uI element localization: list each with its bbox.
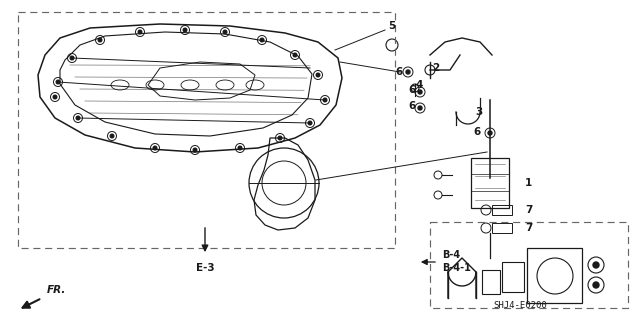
Circle shape bbox=[418, 106, 422, 110]
Text: 7: 7 bbox=[525, 205, 532, 215]
Circle shape bbox=[488, 131, 492, 135]
Text: 6: 6 bbox=[408, 85, 415, 95]
Bar bbox=[492, 223, 512, 233]
Text: 5: 5 bbox=[388, 21, 396, 31]
Bar bbox=[492, 205, 512, 215]
Text: B-4: B-4 bbox=[442, 250, 460, 260]
Circle shape bbox=[183, 28, 187, 32]
Text: 6: 6 bbox=[395, 67, 403, 77]
Circle shape bbox=[260, 38, 264, 42]
Circle shape bbox=[308, 121, 312, 125]
Circle shape bbox=[53, 95, 57, 99]
Circle shape bbox=[593, 282, 599, 288]
Text: 6: 6 bbox=[408, 101, 415, 111]
Circle shape bbox=[98, 38, 102, 42]
Circle shape bbox=[316, 73, 320, 77]
Bar bbox=[482, 270, 500, 294]
Circle shape bbox=[406, 70, 410, 74]
Text: 6: 6 bbox=[473, 127, 480, 137]
Circle shape bbox=[293, 53, 297, 57]
Circle shape bbox=[70, 56, 74, 60]
Circle shape bbox=[238, 146, 242, 150]
Text: 2: 2 bbox=[432, 63, 439, 73]
Text: 1: 1 bbox=[525, 178, 532, 188]
Circle shape bbox=[323, 98, 327, 102]
Text: E-3: E-3 bbox=[196, 263, 214, 273]
Text: B-4-1: B-4-1 bbox=[442, 263, 471, 273]
Text: SHJ4-E0200: SHJ4-E0200 bbox=[493, 301, 547, 310]
Text: FR.: FR. bbox=[47, 285, 67, 295]
Bar bbox=[502, 262, 524, 292]
Bar bbox=[471, 158, 509, 208]
Circle shape bbox=[138, 30, 142, 34]
Circle shape bbox=[278, 136, 282, 140]
Circle shape bbox=[76, 116, 80, 120]
Text: 7: 7 bbox=[525, 223, 532, 233]
Circle shape bbox=[418, 90, 422, 94]
Text: 4: 4 bbox=[415, 80, 422, 90]
Circle shape bbox=[110, 134, 114, 138]
Bar bbox=[527, 248, 582, 303]
Circle shape bbox=[193, 148, 197, 152]
Circle shape bbox=[56, 80, 60, 84]
Circle shape bbox=[223, 30, 227, 34]
Circle shape bbox=[153, 146, 157, 150]
Text: 3: 3 bbox=[475, 107, 483, 117]
Circle shape bbox=[593, 262, 599, 268]
